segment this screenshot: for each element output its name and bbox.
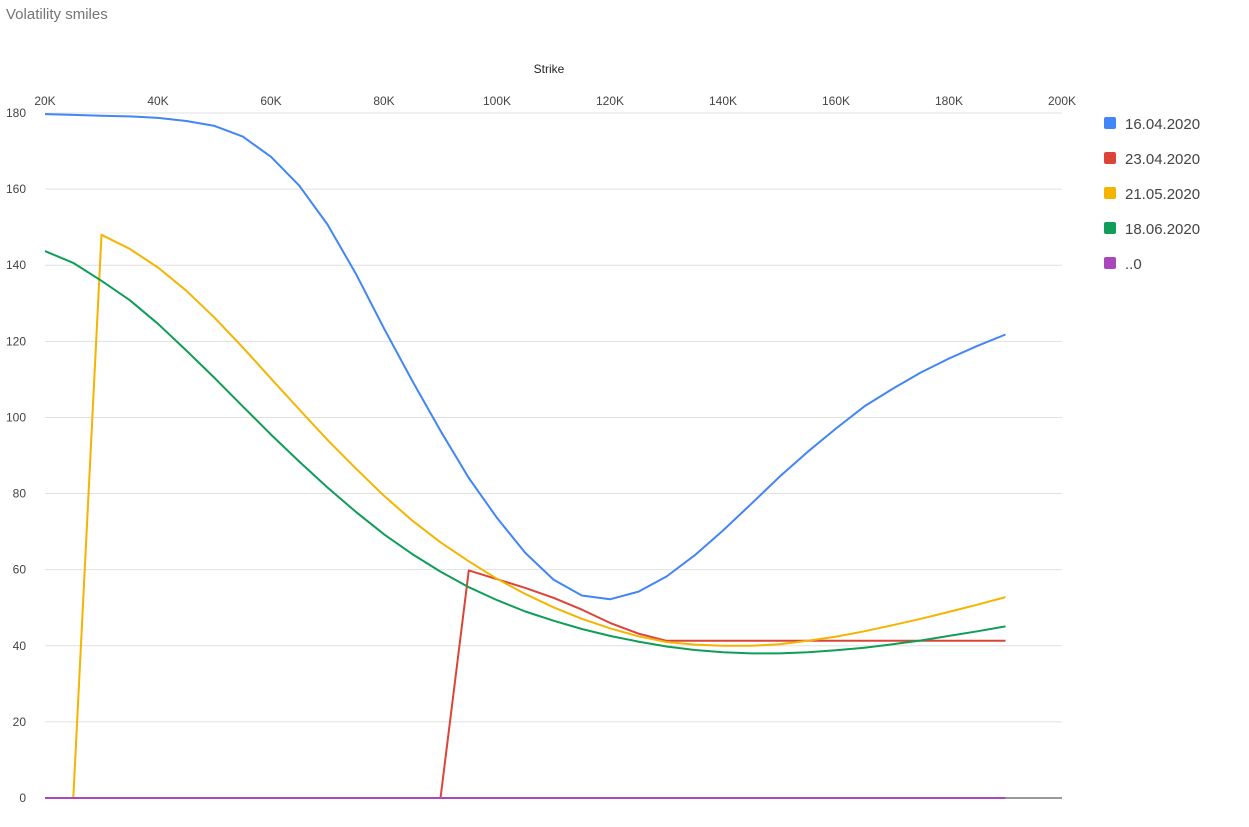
legend-swatch	[1104, 117, 1116, 129]
legend-swatch	[1104, 222, 1116, 234]
legend-swatch	[1104, 187, 1116, 199]
x-tick-label: 160K	[822, 94, 850, 108]
y-tick-label: 140	[6, 258, 26, 272]
y-tick-label: 180	[6, 106, 26, 120]
x-tick-label: 140K	[709, 94, 737, 108]
legend: 16.04.2020 23.04.2020 21.05.2020 18.06.2020…	[1104, 116, 1200, 273]
legend-label: 16.04.2020	[1125, 116, 1200, 133]
y-tick-label: 160	[6, 182, 26, 196]
legend-label: ..0	[1125, 256, 1142, 273]
x-tick-label: 80K	[373, 94, 394, 108]
series-lines	[44, 113, 1006, 799]
legend-label: 23.04.2020	[1125, 151, 1200, 168]
series-line-3	[45, 233, 1006, 799]
x-axis-title: Strike	[534, 62, 565, 76]
x-axis-ticks: 20K 40K 60K 80K 100K 120K 140K 160K 180K 200K	[34, 94, 1076, 108]
y-tick-label: 20	[13, 715, 27, 729]
y-tick-label: 40	[13, 639, 27, 653]
chart-title: Volatility smiles	[6, 6, 108, 23]
x-tick-label: 100K	[483, 94, 511, 108]
y-tick-label: 60	[13, 563, 27, 577]
y-tick-label: 100	[6, 410, 26, 424]
x-tick-label: 200K	[1048, 94, 1076, 108]
y-tick-label: 120	[6, 334, 26, 348]
series-line-4	[44, 250, 1006, 655]
legend-swatch	[1104, 152, 1116, 164]
x-tick-label: 40K	[147, 94, 168, 108]
gridlines	[45, 112, 1062, 799]
y-tick-label: 0	[19, 791, 26, 805]
x-tick-label: 180K	[935, 94, 963, 108]
y-axis-ticks: 0 20 40 60 80 100 120 140 160 180	[6, 106, 26, 805]
legend-label: 21.05.2020	[1125, 186, 1200, 203]
series-line-2	[45, 569, 1006, 799]
x-tick-label: 20K	[34, 94, 55, 108]
legend-swatch	[1104, 257, 1116, 269]
legend-label: 18.06.2020	[1125, 221, 1200, 238]
y-tick-label: 80	[13, 487, 27, 501]
x-tick-label: 60K	[260, 94, 281, 108]
x-tick-label: 120K	[596, 94, 624, 108]
series-line-1	[44, 113, 1006, 601]
